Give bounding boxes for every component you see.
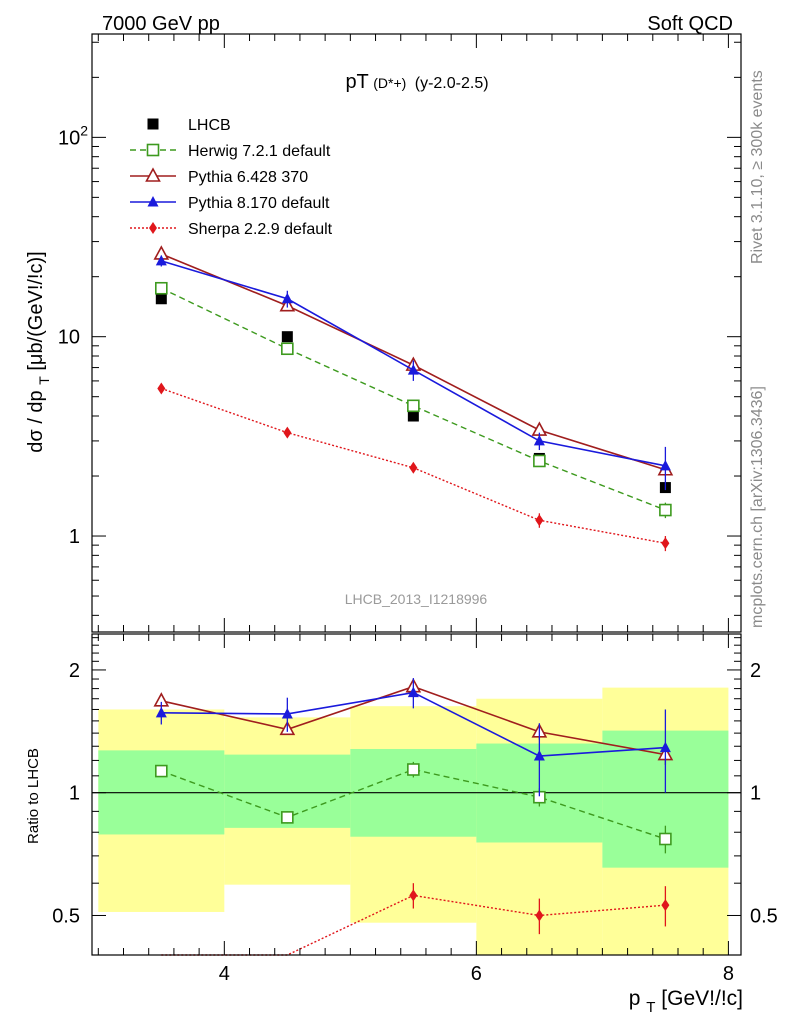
main-series-herwig-7-2-1-default [155,281,672,519]
legend-entry-pythia-8-170-default: Pythia 8.170 default [130,195,330,212]
main-y-axis-label-tail: [μb/(GeV!/!c)] [25,251,47,370]
main-point-pythia-8-170-default-2 [407,364,419,375]
x-axis-label-main: p [629,987,641,1010]
ratio-panel-frame [91,633,742,956]
main-point-herwig-7-2-1-default-1 [281,342,294,356]
legend-marker-lhcb [147,118,159,130]
main-y-axis-label-main: dσ / dp [25,390,47,452]
x-tick-label: 8 [723,963,734,985]
main-point-sherpa-2-2-9-default-4 [661,537,670,550]
main-series-sherpa-2-2-9-default [157,382,670,552]
main-point-sherpa-2-2-9-default-2 [409,461,418,474]
ratio-series-herwig-7-2-1-default [155,761,672,854]
ratio-y-tick-label-left: 1 [69,783,80,805]
plot-title-main: pT [345,71,368,93]
ratio-series-pythia-8-170-default [155,678,671,797]
ratio-point-herwig-7-2-1-default-1 [281,811,294,824]
main-series-pythia-8-170-default [155,254,671,491]
legend-entry-pythia-6-428-370: Pythia 6.428 370 [130,167,308,186]
main-point-sherpa-2-2-9-default-3 [535,514,544,527]
x-tick-label: 4 [219,963,230,985]
ratio-y-tick-label-right: 0.5 [750,905,778,927]
legend-marker-pythia-8-170-default [147,196,159,207]
main-point-pythia-8-170-default-3 [533,434,545,446]
ratio-y-axis-label: Ratio to LHCB [25,748,42,844]
main-point-sherpa-2-2-9-default-0 [157,382,166,395]
main-y-axis-label-sub: T [36,376,52,385]
ratio-point-sherpa-2-2-9-default-3 [535,909,544,922]
x-axis-label-sub: T [646,999,655,1016]
main-point-pythia-8-170-default-4 [659,459,671,471]
header-right: Soft QCD [647,13,733,35]
legend-marker-herwig-7-2-1-default [146,143,160,157]
ratio-point-sherpa-2-2-9-default-4 [661,899,670,912]
legend-label-herwig-7-2-1-default: Herwig 7.2.1 default [188,143,331,160]
legend-label-pythia-6-428-370: Pythia 6.428 370 [188,169,308,186]
ratio-y-tick-label-left: 2 [69,660,80,682]
ratio-y-tick-label-right: 2 [750,660,761,682]
plot-title-range: (y-2.0-2.5) [415,75,489,92]
source-label: mcplots.cern.ch [arXiv:1306.3436] [749,386,766,628]
legend-marker-sherpa-2-2-9-default [149,222,157,234]
labels: 7000 GeV pp Soft QCD pT (D*+) (y-2.0-2.5… [25,13,766,1017]
main-y-tick-label: 10 [58,327,80,349]
ratio-point-pythia-8-170-default-2 [407,686,419,698]
ratio-point-herwig-7-2-1-default-4 [659,832,672,846]
ratio-point-pythia-8-170-default-1 [281,707,293,719]
header-left: 7000 GeV pp [102,13,220,35]
ratio-y-tick-label-right: 1 [750,783,761,805]
legend-label-sherpa-2-2-9-default: Sherpa 2.2.9 default [188,221,333,238]
main-point-lhcb-1 [281,331,293,343]
x-tick-label: 6 [471,963,482,985]
legend: LHCB Herwig 7.2.1 default Pythia 6.428 370… [130,117,333,238]
analysis-watermark: LHCB_2013_I1218996 [345,591,488,607]
main-point-pythia-8-170-default-1 [281,292,293,304]
main-point-herwig-7-2-1-default-4 [659,503,672,517]
main-point-herwig-7-2-1-default-3 [533,454,546,468]
legend-entry-lhcb: LHCB [147,117,231,134]
main-point-sherpa-2-2-9-default-1 [283,426,292,439]
ratio-point-pythia-8-170-default-4 [659,741,671,753]
ratio-line-herwig-7-2-1-default [161,768,666,840]
main-y-axis-label: dσ / dp T [μb/(GeV!/!c)] [25,251,54,452]
legend-entry-herwig-7-2-1-default: Herwig 7.2.1 default [130,143,331,160]
main-point-lhcb-0 [155,293,167,305]
plot-title-particle: (D*+) [373,75,406,91]
ratio-point-pythia-8-170-default-0 [155,706,167,718]
data-series [153,245,674,956]
main-point-pythia-8-170-default-0 [155,254,167,266]
ratio-point-herwig-7-2-1-default-0 [155,764,168,778]
ratio-point-herwig-7-2-1-default-2 [407,763,420,776]
plot-frames: 4 6 8 1 10 102 0.5 0.5 1 1 2 2 [52,33,778,985]
ratio-y-tick-label-left: 0.5 [52,905,80,927]
rivet-version-label: Rivet 3.1.10, ≥ 300k events [749,70,766,264]
x-axis-label-tail: [GeV!/!c] [661,987,743,1010]
main-panel-frame [91,33,742,633]
legend-label-pythia-8-170-default: Pythia 8.170 default [188,195,330,212]
main-y-tick-label: 102 [58,122,88,149]
main-y-tick-label: 1 [69,526,80,548]
main-y-tick-exponent: 2 [80,122,88,138]
main-point-herwig-7-2-1-default-2 [407,399,420,413]
main-line-herwig-7-2-1-default [161,287,666,511]
ratio-point-sherpa-2-2-9-default-2 [409,889,418,902]
plot-title: pT (D*+) (y-2.0-2.5) [345,71,488,93]
ratio-point-pythia-8-170-default-3 [533,750,545,761]
legend-marker-pythia-6-428-370 [145,167,161,182]
legend-label-lhcb: LHCB [188,117,231,134]
main-point-herwig-7-2-1-default-0 [155,281,168,295]
main-point-lhcb-2 [407,410,419,422]
x-axis-label: p T [GeV!/!c] [629,987,743,1017]
legend-entry-sherpa-2-2-9-default: Sherpa 2.2.9 default [130,221,333,238]
uncertainty-bands [98,687,729,955]
